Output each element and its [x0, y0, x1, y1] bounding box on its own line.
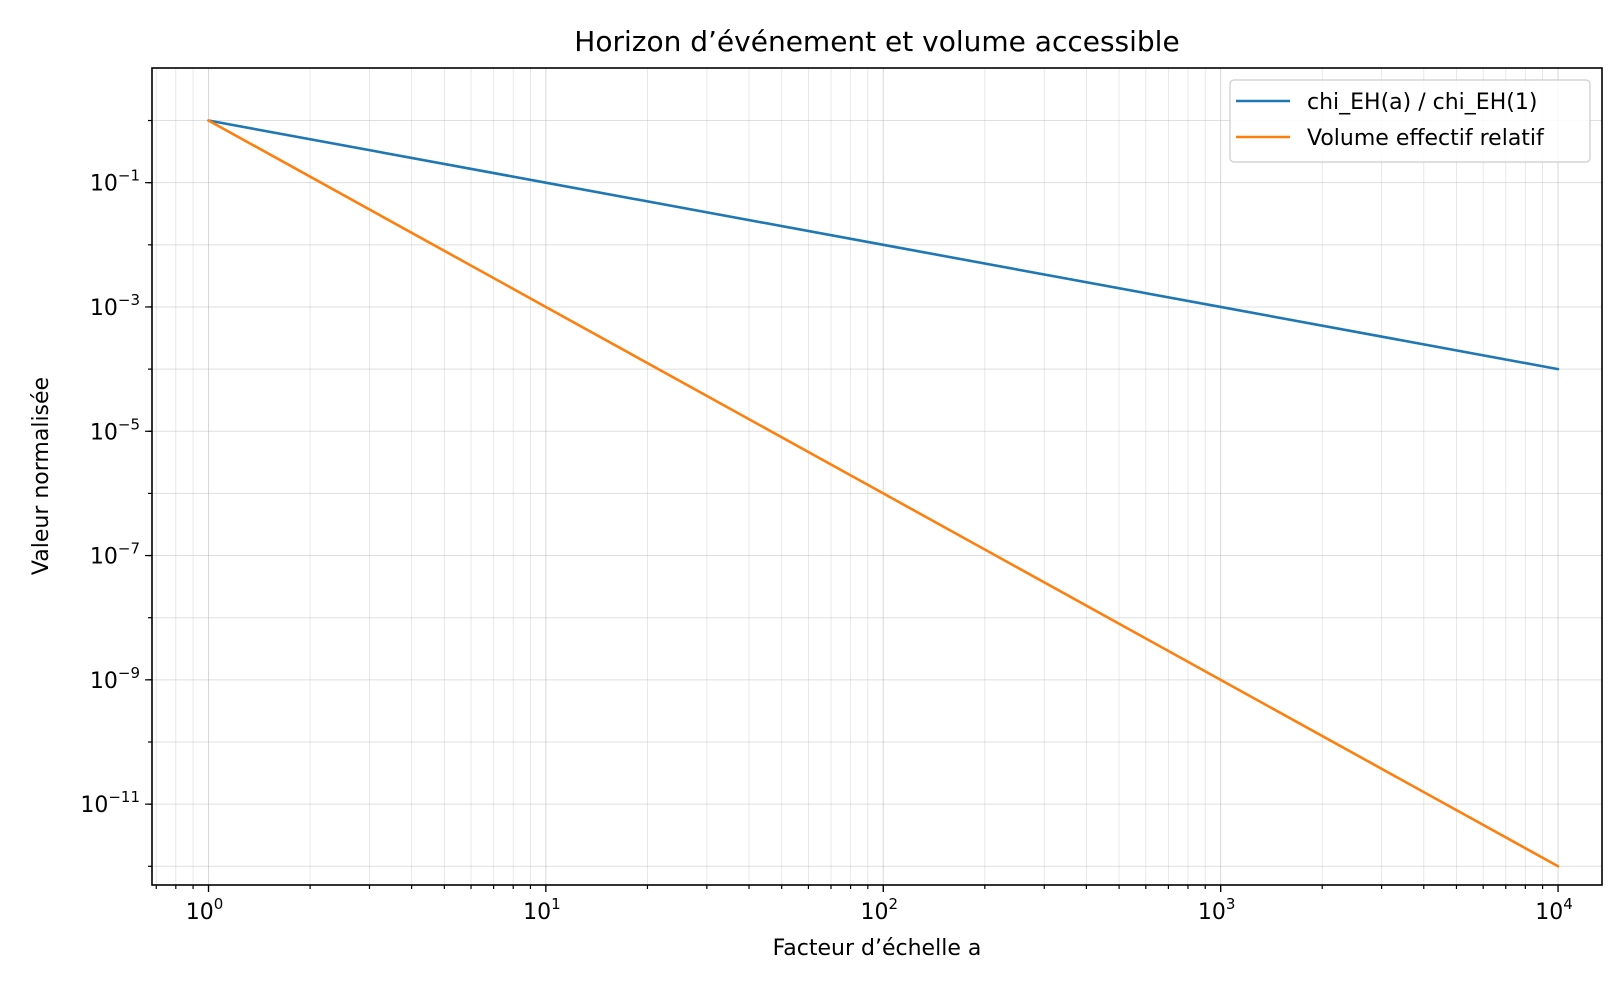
y-axis-label: Valeur normalisée: [29, 377, 54, 575]
y-tick-label: 10−9: [90, 664, 140, 694]
y-axis-ticks: 10−1 10−3 10−5 10−7 10−9 10−11: [80, 119, 152, 867]
y-tick-label: 10−1: [90, 167, 140, 197]
x-axis-label: Facteur d’échelle a: [773, 936, 982, 961]
y-tick-label: 10−11: [80, 788, 140, 818]
x-tick-label: 101: [523, 895, 561, 925]
y-tick-label: 10−5: [90, 415, 140, 445]
y-tick-label: 10−7: [90, 540, 140, 570]
legend-label-1: chi_EH(a) / chi_EH(1): [1307, 90, 1537, 115]
x-axis-ticks: 100 101 102 103 104: [155, 885, 1573, 925]
series-layer: [207, 119, 1560, 868]
plot-area-frame: [151, 67, 1603, 886]
legend-label-2: Volume effectif relatif: [1307, 126, 1545, 151]
chart-title: Horizon d’événement et volume accessible: [574, 25, 1179, 58]
x-tick-label: 104: [1535, 895, 1573, 925]
series-line-2: [207, 119, 1560, 868]
x-tick-label: 100: [186, 895, 224, 925]
x-tick-label: 103: [1198, 895, 1236, 925]
legend-box: [1229, 79, 1591, 163]
y-tick-label: 10−3: [90, 291, 140, 321]
x-tick-label: 102: [860, 895, 898, 925]
series-line-1: [207, 119, 1560, 371]
legend: chi_EH(a) / chi_EH(1) Volume effectif rel…: [1229, 79, 1591, 163]
grid: [152, 68, 1602, 885]
